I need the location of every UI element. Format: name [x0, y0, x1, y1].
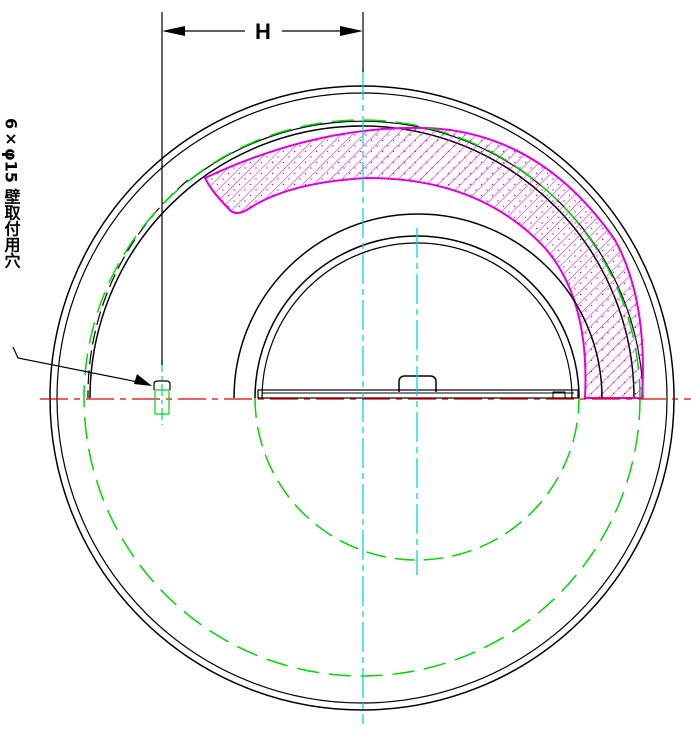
- outer-circle: [49, 85, 675, 711]
- hatched-inlet-section: [203, 126, 644, 399]
- mounting-hole-marker: [153, 380, 171, 415]
- hidden-arc-left: [87, 179, 189, 399]
- hidden-circle-small: [254, 397, 580, 561]
- outer-circle-inner-edge: [56, 92, 668, 704]
- hole-callout: 6×φ15 壁取付用穴: [2, 118, 152, 386]
- base-plate: [257, 389, 579, 399]
- dimension-h-label: H: [255, 19, 271, 44]
- rotor-housing-outer: [233, 213, 603, 399]
- dimension-h: H: [161, 12, 364, 365]
- hole-callout-text: 6×φ15 壁取付用穴: [2, 118, 21, 270]
- hidden-circle-large: [83, 119, 641, 677]
